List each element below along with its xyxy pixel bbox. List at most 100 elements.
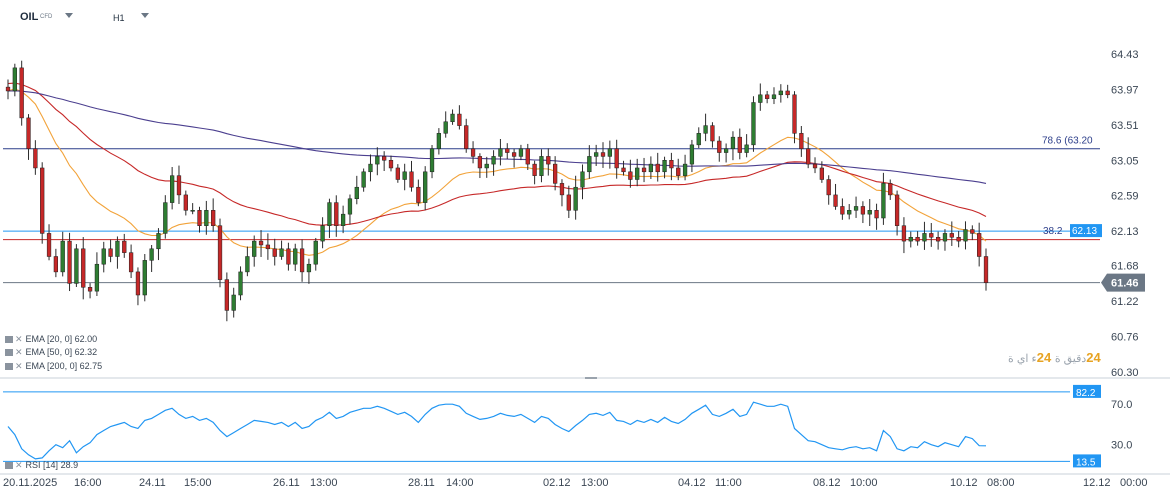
y-tick-label: 62.13 (1111, 226, 1139, 238)
candle-body (170, 175, 175, 203)
candle-body (265, 244, 271, 250)
fib-38-label: 38.2 (1043, 226, 1063, 237)
candle-body (457, 113, 462, 126)
candle-body (204, 210, 209, 226)
rsi-level-tag-label: 13.5 (1076, 457, 1096, 468)
eye-icon[interactable] (5, 349, 13, 357)
candle-body (238, 271, 243, 296)
close-icon[interactable]: ✕ (15, 334, 23, 344)
symbol-label[interactable]: OIL (20, 11, 39, 23)
legend-ema20[interactable]: ✕ EMA [20, 0] 62.00 (5, 334, 97, 345)
candle-body (368, 163, 373, 173)
x-tick-label: 28.11 (408, 477, 435, 489)
eye-icon[interactable] (5, 336, 13, 344)
candle-body (744, 144, 749, 153)
timeframe-dropdown-icon[interactable] (141, 13, 149, 18)
candle-body (566, 194, 571, 211)
candle-body (163, 202, 168, 234)
y-tick-label: 60.76 (1111, 332, 1139, 344)
candle-body (792, 94, 797, 134)
candle-body (197, 210, 202, 226)
candle-body (785, 90, 790, 96)
rsi-panel: 82.2 13.5 70.0 30.0 (3, 384, 1132, 468)
rsi-y-tick-label: 30.0 (1111, 440, 1132, 452)
legend-ema50[interactable]: ✕ EMA [50, 0] 62.32 (5, 347, 97, 358)
candle-body (532, 163, 537, 176)
candle-body (156, 233, 161, 250)
candle-body (970, 229, 975, 234)
close-icon[interactable]: ✕ (15, 460, 23, 470)
candle-body (361, 171, 366, 188)
candle-body (963, 229, 968, 242)
eye-icon[interactable] (5, 363, 13, 371)
y-tick-label: 61.22 (1111, 296, 1139, 308)
candle-body (628, 171, 633, 180)
x-tick-label: 26.11 (273, 477, 300, 489)
candle-body (894, 194, 900, 226)
legend-label: EMA [20, 0] (25, 334, 73, 344)
candle-body (299, 248, 305, 273)
candle-body (587, 156, 592, 173)
candle-body (908, 237, 913, 242)
candle-body (703, 125, 708, 134)
candle-body (840, 206, 845, 215)
candle-body (26, 117, 31, 149)
x-tick-label: 24.11 (139, 477, 166, 489)
y-tick-label: 63.51 (1111, 120, 1139, 132)
candle-body (648, 163, 654, 173)
candle-body (600, 152, 606, 157)
rsi-level-tag-1 (1073, 384, 1101, 398)
candle-body (641, 167, 647, 173)
candle-body (751, 102, 756, 146)
y-tick-label: 64.43 (1111, 49, 1139, 61)
candle-body (915, 237, 920, 242)
candle-body (40, 167, 45, 234)
candle-body (87, 287, 93, 292)
candle-body (949, 233, 954, 238)
candle-body (942, 233, 948, 242)
timeframe-label[interactable]: H1 (113, 13, 125, 23)
candle-body (450, 113, 455, 123)
eye-icon[interactable] (5, 462, 13, 470)
candle-body (901, 225, 907, 242)
ema50-line (7, 82, 987, 226)
candle-body (888, 183, 893, 196)
x-tick-label: 04.12 (678, 477, 706, 489)
ema-lines (7, 82, 987, 256)
candle-body (758, 94, 763, 103)
candle-body (778, 90, 783, 96)
candles (5, 60, 989, 322)
legend-label: EMA [50, 0] (25, 347, 73, 357)
candle-body (723, 148, 729, 153)
close-icon[interactable]: ✕ (15, 361, 23, 371)
y-tick-label: 62.59 (1111, 191, 1139, 203)
candle-body (122, 240, 127, 253)
candle-body (525, 148, 530, 165)
candle-body (518, 148, 524, 157)
legend-ema200[interactable]: ✕ EMA [200, 0] 62.75 (5, 361, 102, 372)
candle-body (334, 202, 339, 226)
candle-body (443, 121, 448, 134)
candle-body (142, 260, 147, 296)
candle-body (771, 94, 777, 99)
candle-body (511, 152, 517, 157)
candle-body (922, 233, 927, 242)
candle-body (211, 210, 216, 226)
candle-body (812, 163, 818, 169)
candle-body (306, 263, 312, 273)
candle-body (833, 194, 838, 207)
legend-rsi[interactable]: ✕ RSI [14] 28.9 (5, 460, 78, 471)
candle-body (484, 163, 489, 169)
x-tick-label: 00:00 (1120, 477, 1148, 489)
close-icon[interactable]: ✕ (15, 347, 23, 357)
x-tick-label: 02.12 (543, 477, 571, 489)
x-tick-label: 15:00 (184, 477, 212, 489)
x-tick-label: 10:00 (850, 477, 878, 489)
candle-body (662, 160, 667, 173)
candle-body (826, 179, 831, 196)
candle-body (327, 202, 332, 226)
x-tick-label: 16:00 (74, 477, 102, 489)
symbol-dropdown-icon[interactable] (65, 13, 73, 18)
candle-body (594, 152, 599, 157)
